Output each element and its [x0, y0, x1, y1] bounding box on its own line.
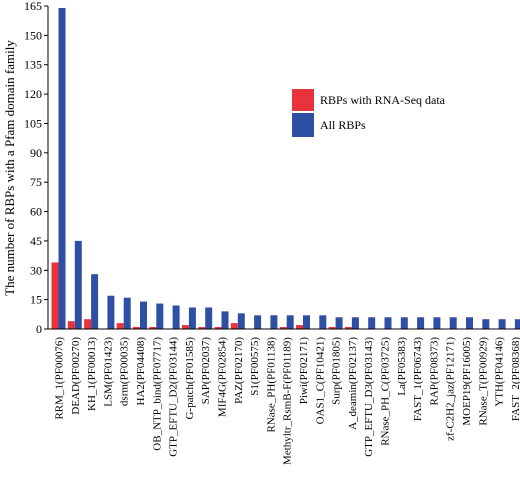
bar-rna-seq: [344, 327, 352, 329]
bar-rna-seq: [198, 327, 206, 329]
bar-all-rbps: [303, 315, 310, 329]
y-tick-label: 45: [30, 234, 42, 248]
x-category-label: OAS1_C(PF10421): [314, 337, 326, 425]
x-category-label: Surp(PF01805): [331, 337, 343, 405]
bar-all-rbps: [58, 7, 66, 329]
y-tick-label: 90: [30, 146, 42, 160]
bar-rna-seq: [181, 325, 189, 329]
x-category-label: Piwi(PF02171): [298, 337, 310, 405]
x-category-label: MOEP19(PF16005): [461, 337, 473, 426]
x-category-label: HA2(PF04408): [135, 337, 147, 406]
bar-all-rbps: [319, 315, 327, 329]
y-tick-label: 0: [36, 322, 42, 336]
bar-all-rbps: [400, 317, 408, 329]
bar-all-rbps: [221, 311, 229, 329]
x-category-label: OB_NTP_bind(PF07717): [151, 337, 163, 451]
bar-all-rbps: [351, 317, 359, 329]
bar-rna-seq: [214, 327, 222, 329]
x-axis-category-labels: RRM_1(PF00076) DEAD(PF00270) KH_1(PF00013)…: [54, 337, 520, 465]
x-category-label: RNase_T(PF00929): [477, 337, 489, 426]
x-category-label: G-patch(PF01585): [184, 337, 196, 420]
bar-all-rbps: [140, 301, 147, 329]
bar-all-rbps: [270, 315, 278, 329]
x-category-label: KH_1(PF00013): [86, 337, 98, 411]
x-category-label: LSM(PF01423): [102, 337, 114, 407]
bar-rna-seq: [67, 321, 75, 329]
bar-rna-seq: [116, 323, 124, 329]
x-category-label: RNase_PH_C(PF03725): [380, 337, 392, 446]
x-category-label: DEAD(PF00270): [70, 337, 82, 415]
y-axis-title: The number of RBPs with a Pfam domain fa…: [2, 40, 17, 296]
bar-rna-seq: [51, 262, 59, 329]
x-category-label: RAP(PF08373): [428, 337, 440, 406]
bar-all-rbps: [482, 319, 490, 329]
legend-swatch-rna-seq: [292, 89, 314, 111]
x-category-label: RNase_PH(PF01138): [265, 337, 277, 433]
bar-all-rbps: [417, 317, 425, 329]
y-tick-label: 150: [24, 28, 42, 42]
bar-all-rbps: [172, 305, 180, 329]
x-category-label: RRM_1(PF00076): [54, 337, 66, 420]
bar-all-rbps: [286, 315, 294, 329]
legend: RBPs with RNA-Seq data All RBPs: [292, 89, 446, 137]
series-rna-seq-bars: [51, 262, 352, 329]
y-tick-label: 60: [30, 205, 42, 219]
x-category-label: A_deamin(PF02137): [347, 337, 359, 430]
x-category-label: GTP_EFTU_D3(PF03143): [363, 337, 375, 457]
bar-rna-seq: [133, 327, 140, 329]
x-category-label: dsrm(PF00035): [119, 337, 131, 406]
legend-label-all-rbps: All RBPs: [320, 118, 366, 132]
x-category-label: zf-C2H2_jaz(PF12171): [445, 337, 457, 441]
y-tick-label: 120: [24, 87, 42, 101]
y-axis-ticks: 0 15 30 45 60 75 90 105 120 135 150 165: [24, 0, 48, 336]
legend-swatch-all-rbps: [292, 113, 314, 137]
x-category-label: S1(PF00575): [249, 337, 261, 396]
bar-all-rbps: [368, 317, 376, 329]
bar-rna-seq: [296, 325, 303, 329]
x-category-label: MIF4G(PF02854): [217, 337, 229, 417]
bar-all-rbps: [433, 317, 441, 329]
bar-rna-seq: [149, 327, 157, 329]
y-tick-label: 135: [24, 58, 42, 72]
bar-all-rbps: [466, 317, 473, 329]
bar-all-rbps: [335, 317, 343, 329]
x-category-label: GTP_EFTU_D2(PF03144): [168, 337, 180, 457]
bar-all-rbps: [74, 240, 82, 329]
x-category-label: FAST_2(PF08368): [510, 337, 520, 421]
bar-all-rbps: [498, 319, 506, 329]
bar-all-rbps: [156, 303, 164, 329]
y-tick-label: 105: [24, 116, 42, 130]
bar-all-rbps: [237, 313, 245, 329]
x-category-label: La(PF05383): [396, 337, 408, 396]
x-category-label: Methyltr_RsmB-F(PF01189): [282, 337, 294, 465]
y-tick-label: 165: [24, 0, 42, 13]
y-tick-label: 30: [30, 263, 42, 277]
bar-rna-seq: [328, 327, 336, 329]
x-category-label: YTH(PF04146): [494, 337, 506, 407]
x-category-label: PAZ(PF02170): [233, 337, 245, 404]
bar-rna-seq: [230, 323, 238, 329]
x-category-label: SAP(PF02037): [200, 337, 212, 405]
bar-rna-seq: [84, 319, 92, 329]
y-tick-label: 75: [30, 175, 42, 189]
bar-rna-seq: [279, 327, 287, 329]
bar-all-rbps: [205, 307, 213, 329]
bar-all-rbps: [254, 315, 262, 329]
bar-all-rbps: [188, 307, 196, 329]
bar-all-rbps: [107, 295, 115, 329]
x-category-label: FAST_1(PF06743): [412, 337, 424, 421]
series-all-rbps-bars: [58, 7, 520, 329]
bar-all-rbps: [514, 319, 520, 329]
bar-all-rbps: [91, 274, 99, 329]
bar-all-rbps: [123, 297, 131, 329]
bar-all-rbps: [449, 317, 457, 329]
bar-all-rbps: [384, 317, 392, 329]
legend-label-rna-seq: RBPs with RNA-Seq data: [320, 93, 446, 107]
y-tick-label: 15: [30, 293, 42, 307]
